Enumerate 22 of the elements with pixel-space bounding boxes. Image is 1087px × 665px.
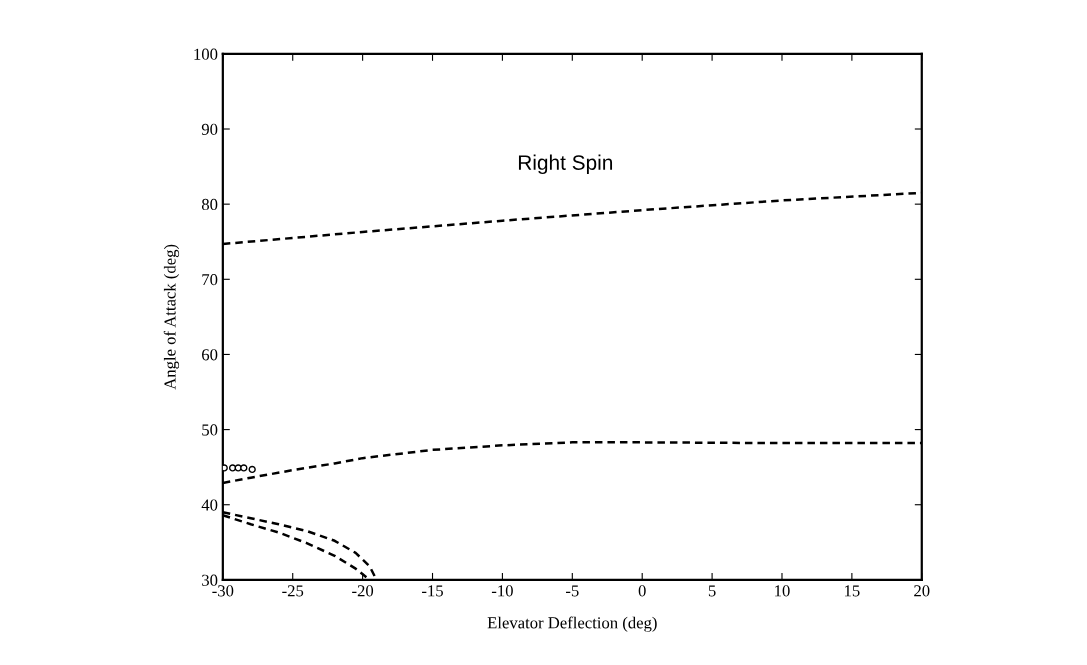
- y-tick-label: 90: [201, 123, 218, 135]
- x-tick-label: 15: [845, 585, 860, 597]
- x-tick-label: 20: [914, 585, 930, 597]
- x-tick-label: -20: [352, 585, 374, 597]
- y-tick-label: 60: [202, 349, 218, 361]
- x-tick-label: -25: [282, 585, 304, 597]
- x-tick-label: 5: [708, 585, 716, 597]
- x-tick-label: -15: [422, 585, 443, 597]
- y-axis-title: Angle of Attack (deg): [163, 244, 180, 390]
- y-tick-label: 80: [201, 198, 218, 211]
- x-tick-label: -10: [491, 585, 513, 597]
- y-tick-label: 50: [202, 424, 218, 436]
- y-tick-label: 30: [202, 574, 218, 586]
- y-tick-label: 100: [194, 48, 218, 60]
- x-tick-label: 0: [638, 585, 646, 597]
- x-tick-label: -30: [212, 585, 234, 597]
- y-tick-label: 40: [201, 499, 218, 511]
- x-axis-title: Elevator Deflection (deg): [487, 616, 657, 632]
- x-tick-label: 10: [775, 585, 790, 597]
- annotation: Right Spin: [518, 154, 613, 175]
- x-tick-label: -5: [565, 585, 579, 597]
- y-tick-label: 70: [202, 274, 218, 286]
